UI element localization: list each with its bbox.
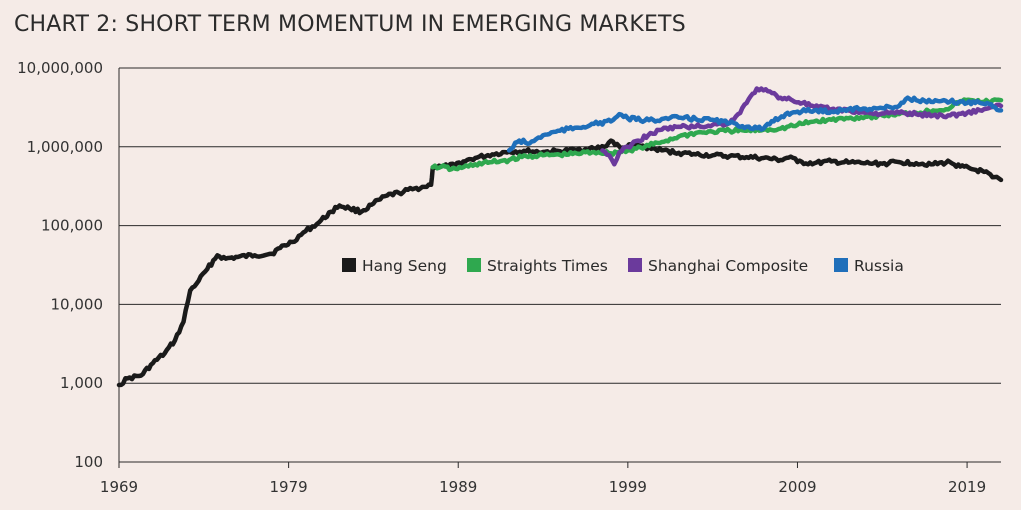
y-tick-label: 10,000 <box>51 295 104 313</box>
series-line-straights-times <box>430 97 1004 173</box>
y-tick-label: 1,000 <box>60 374 103 392</box>
x-axis: 1969 1979 1989 1999 2009 2019 <box>100 462 986 496</box>
y-axis: 100 1,000 10,000 100,000 1,000,000 10,000,000 <box>17 59 120 471</box>
legend-swatch-russia <box>834 258 848 272</box>
y-tick-label: 1,000,000 <box>27 138 103 156</box>
gridlines <box>119 67 1001 463</box>
y-tick-label: 100 <box>74 453 103 471</box>
legend-label-straights-times: Straights Times <box>487 257 608 275</box>
legend-label-shanghai-composite: Shanghai Composite <box>648 257 808 275</box>
legend-label-russia: Russia <box>854 257 904 275</box>
series-line-russia <box>506 95 1004 153</box>
legend: Hang Seng Straights Times Shanghai Composi… <box>342 257 904 275</box>
legend-swatch-shanghai-composite <box>628 258 642 272</box>
x-tick-label: 2009 <box>778 478 816 496</box>
chart-title: CHART 2: SHORT TERM MOMENTUM IN EMERGING… <box>14 12 686 37</box>
series-line-hang-seng <box>116 138 1004 388</box>
series-line-shanghai-composite <box>600 86 1004 167</box>
x-tick-label: 1989 <box>439 478 477 496</box>
legend-swatch-hang-seng <box>342 258 356 272</box>
legend-swatch-straights-times <box>467 258 481 272</box>
y-tick-label: 10,000,000 <box>17 59 103 77</box>
x-tick-label: 1999 <box>609 478 647 496</box>
x-tick-label: 1969 <box>100 478 138 496</box>
y-tick-label: 100,000 <box>41 217 103 235</box>
legend-label-hang-seng: Hang Seng <box>362 257 447 275</box>
series-lines <box>116 86 1004 388</box>
x-tick-label: 2019 <box>948 478 986 496</box>
x-tick-label: 1979 <box>270 478 308 496</box>
